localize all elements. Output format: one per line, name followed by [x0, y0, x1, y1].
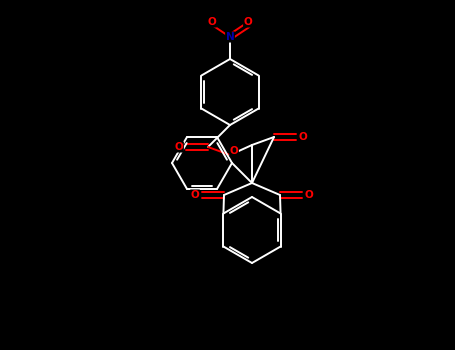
- Text: O: O: [305, 190, 313, 200]
- Text: O: O: [243, 17, 253, 27]
- Text: O: O: [175, 142, 183, 152]
- Text: N: N: [226, 32, 234, 42]
- Text: O: O: [191, 190, 199, 200]
- Text: O: O: [230, 146, 238, 156]
- Text: O: O: [298, 132, 308, 142]
- Text: O: O: [207, 17, 217, 27]
